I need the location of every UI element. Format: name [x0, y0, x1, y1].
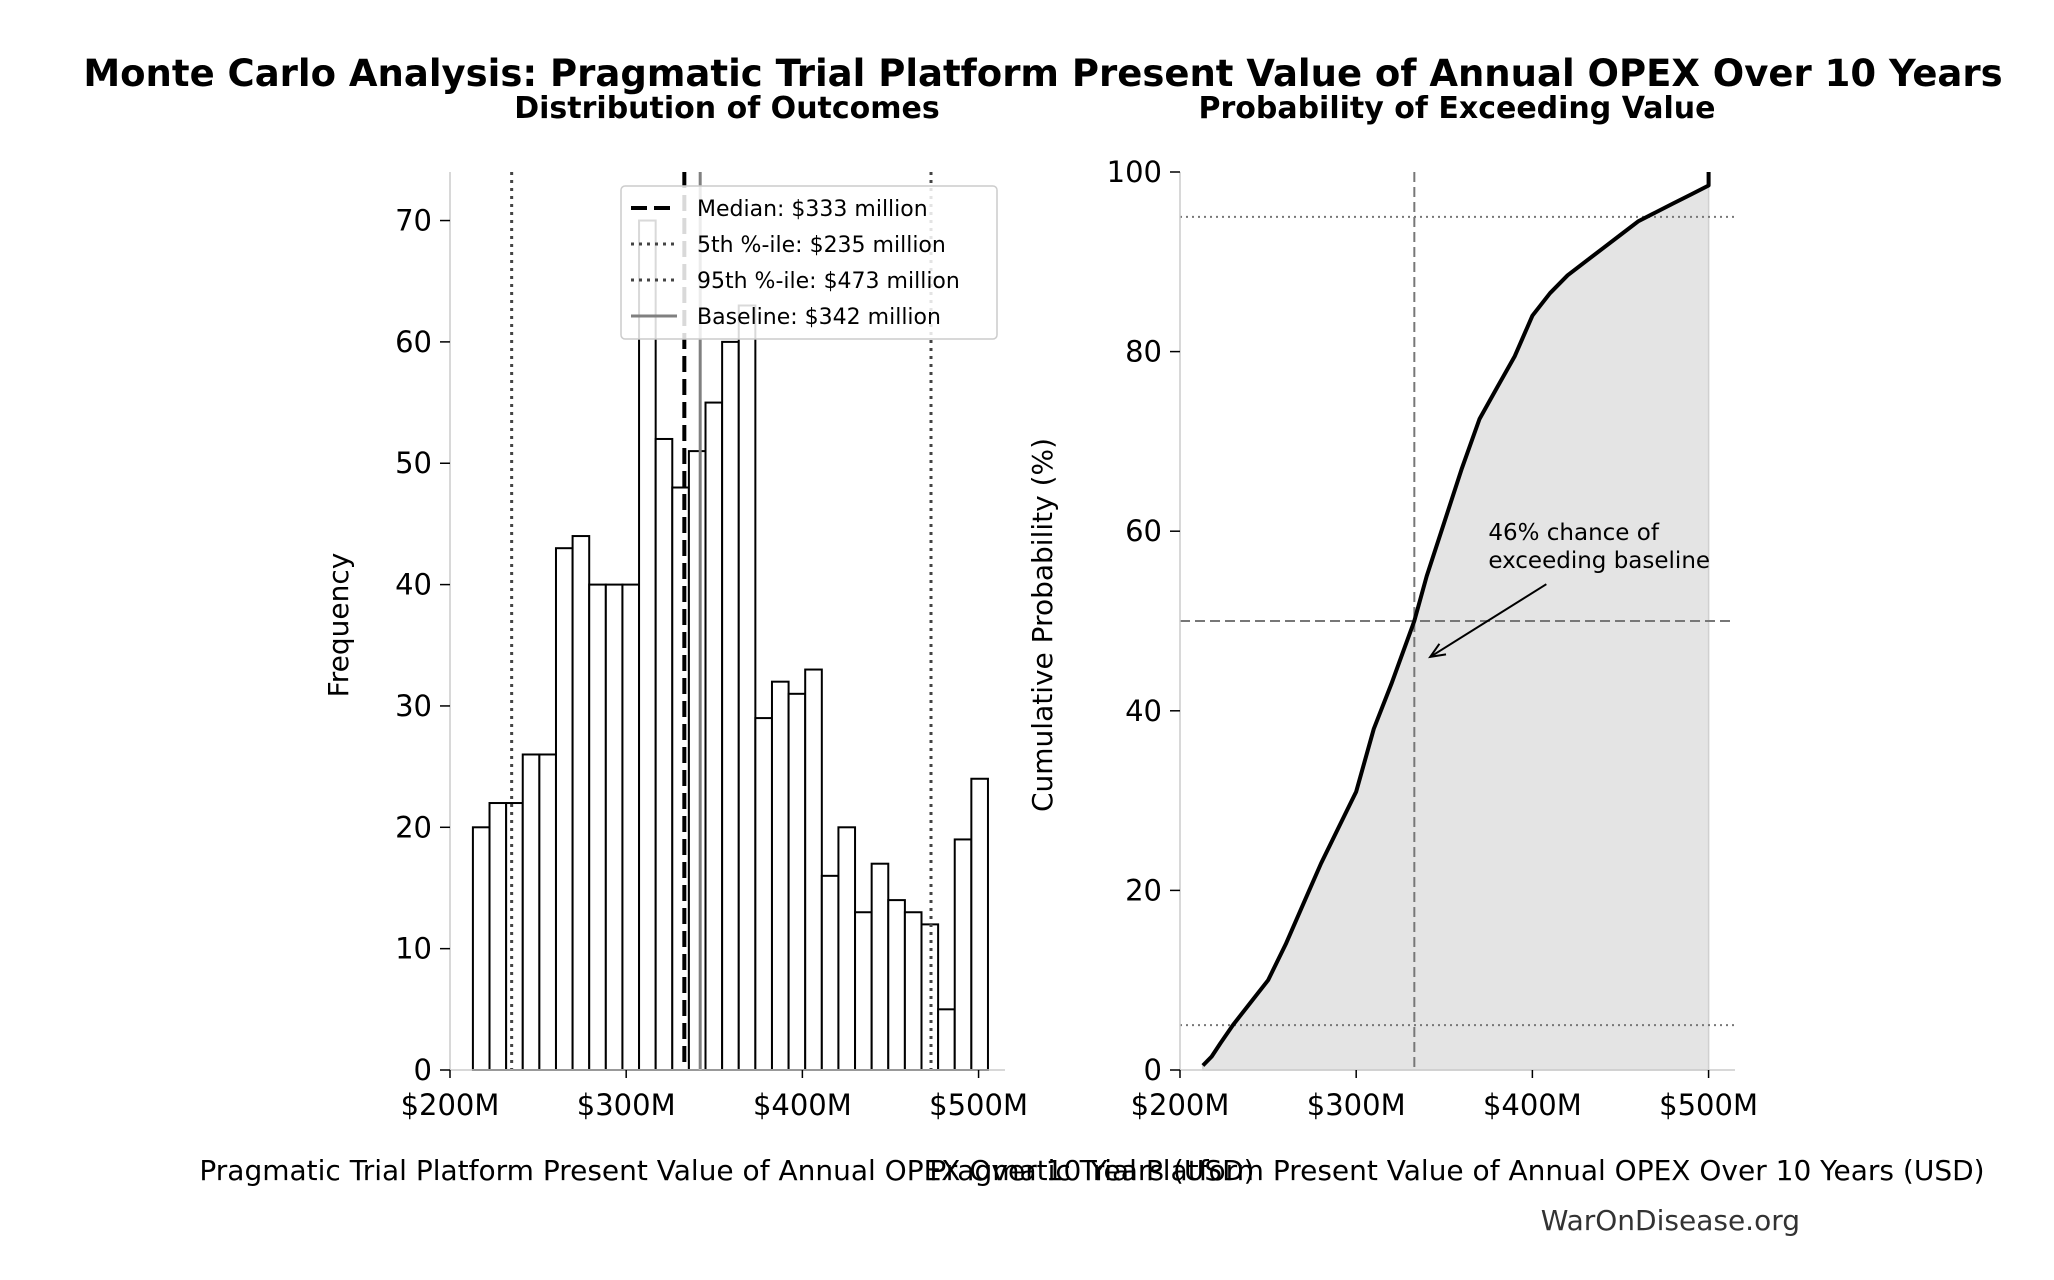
annotation-text-line: exceeding baseline	[1488, 548, 1710, 574]
annotation-text-line: 46% chance of	[1488, 520, 1660, 546]
exceedance-title: Probability of Exceeding Value	[1198, 91, 1715, 126]
annotation-arrowhead	[1428, 643, 1447, 659]
legend-entry: Median: $333 million	[697, 197, 928, 222]
exceedance-y-tick-label: 80	[1125, 335, 1162, 369]
histogram-bar	[488, 802, 508, 1071]
histogram-x-axis-label: Pragmatic Trial Platform Present Value o…	[199, 1154, 1254, 1187]
histogram-panel: Distribution of Outcomes 0 10 20 30 40 50 60 70…	[199, 91, 1254, 1187]
histogram-bar	[521, 753, 541, 1072]
histogram-y-tick-label: 10	[395, 932, 432, 966]
histogram-bar	[837, 826, 857, 1071]
histogram-bar	[671, 486, 690, 1072]
histogram-bar	[754, 717, 773, 1071]
histogram-bar	[937, 1008, 956, 1072]
histogram-bar	[887, 899, 906, 1071]
histogram-bar	[471, 826, 491, 1071]
histogram-bar	[571, 535, 591, 1071]
histogram-y-tick-label: 50	[395, 446, 432, 480]
histogram-title: Distribution of Outcomes	[514, 91, 940, 126]
histogram-y-tick-label: 20	[395, 810, 432, 844]
histogram-x-tick-label: $400M	[753, 1088, 852, 1122]
histogram-bar	[505, 802, 524, 1071]
legend-entry: Baseline: $342 million	[697, 305, 941, 330]
exceedance-panel: Probability of Exceeding Value 0 20 40 60 80…	[929, 91, 1984, 1187]
histogram-bar	[638, 219, 657, 1072]
histogram-y-tick-label: 0	[414, 1053, 432, 1087]
exceedance-x-tick-label: $500M	[1659, 1088, 1758, 1122]
histogram-bar	[854, 911, 873, 1071]
histogram-x-tick-label: $300M	[577, 1088, 676, 1122]
exceedance-x-tick-label: $300M	[1307, 1088, 1406, 1122]
figure-title: Monte Carlo Analysis: Pragmatic Trial Pl…	[83, 52, 2002, 95]
histogram-bar	[903, 911, 923, 1071]
exceedance-x-axis-label: Pragmatic Trial Platform Present Value o…	[929, 1154, 1984, 1187]
histogram-bar	[554, 547, 574, 1071]
histogram-bar	[870, 862, 890, 1071]
legend-entry: 95th %-ile: $473 million	[697, 269, 960, 294]
histogram-bar	[804, 668, 823, 1071]
histogram-bar	[621, 583, 641, 1071]
histogram-bar	[737, 304, 757, 1071]
exceedance-y-tick-label: 100	[1107, 155, 1162, 189]
exceedance-y-axis-label: Cumulative Probability (%)	[1026, 438, 1059, 812]
exceedance-y-tick-label: 40	[1125, 694, 1162, 728]
histogram-bar	[588, 583, 607, 1071]
histogram-bar	[721, 340, 740, 1071]
histogram-bar	[953, 838, 973, 1071]
histogram-bar	[604, 583, 624, 1071]
histogram-x-tick-label: $200M	[401, 1088, 500, 1122]
histogram-bars	[471, 219, 989, 1072]
histogram-bar	[970, 777, 989, 1072]
legend-entry: 5th %-ile: $235 million	[697, 233, 946, 258]
histogram-bar	[654, 437, 674, 1071]
exceedance-reference-lines	[1180, 172, 1735, 1070]
exceedance-y-tick-label: 20	[1125, 873, 1162, 907]
exceedance-x-tick-label: $200M	[1131, 1088, 1230, 1122]
annotation-arrow	[1429, 583, 1547, 658]
histogram-bar	[687, 450, 707, 1071]
exceedance-axes: 0 20 40 60 80 100 $200M $300M $400M $500M	[1107, 155, 1758, 1122]
exceedance-x-tick-label: $400M	[1483, 1088, 1582, 1122]
histogram-y-axis-label: Frequency	[322, 553, 355, 698]
histogram-y-tick-label: 40	[395, 568, 432, 602]
histogram-legend: Median: $333 million 5th %-ile: $235 mill…	[620, 185, 998, 340]
histogram-x-tick-label: $500M	[929, 1088, 1028, 1122]
histogram-bar	[538, 753, 557, 1072]
histogram-y-tick-label: 60	[395, 325, 432, 359]
histogram-y-tick-label: 70	[395, 204, 432, 238]
histogram-y-tick-label: 30	[395, 689, 432, 723]
exceedance-y-tick-label: 0	[1144, 1053, 1162, 1087]
exceedance-curve	[1201, 172, 1711, 1067]
histogram-bar	[770, 680, 790, 1071]
histogram-bar	[704, 401, 724, 1071]
histogram-bar	[820, 874, 840, 1071]
exceedance-y-tick-label: 60	[1125, 514, 1162, 548]
histogram-axes: 0 10 20 30 40 50 60 70 $200M $300M $400M $500M	[395, 172, 1028, 1122]
histogram-bar	[787, 692, 807, 1071]
watermark: WarOnDisease.org	[1541, 1204, 1800, 1237]
legend-box	[620, 185, 998, 340]
